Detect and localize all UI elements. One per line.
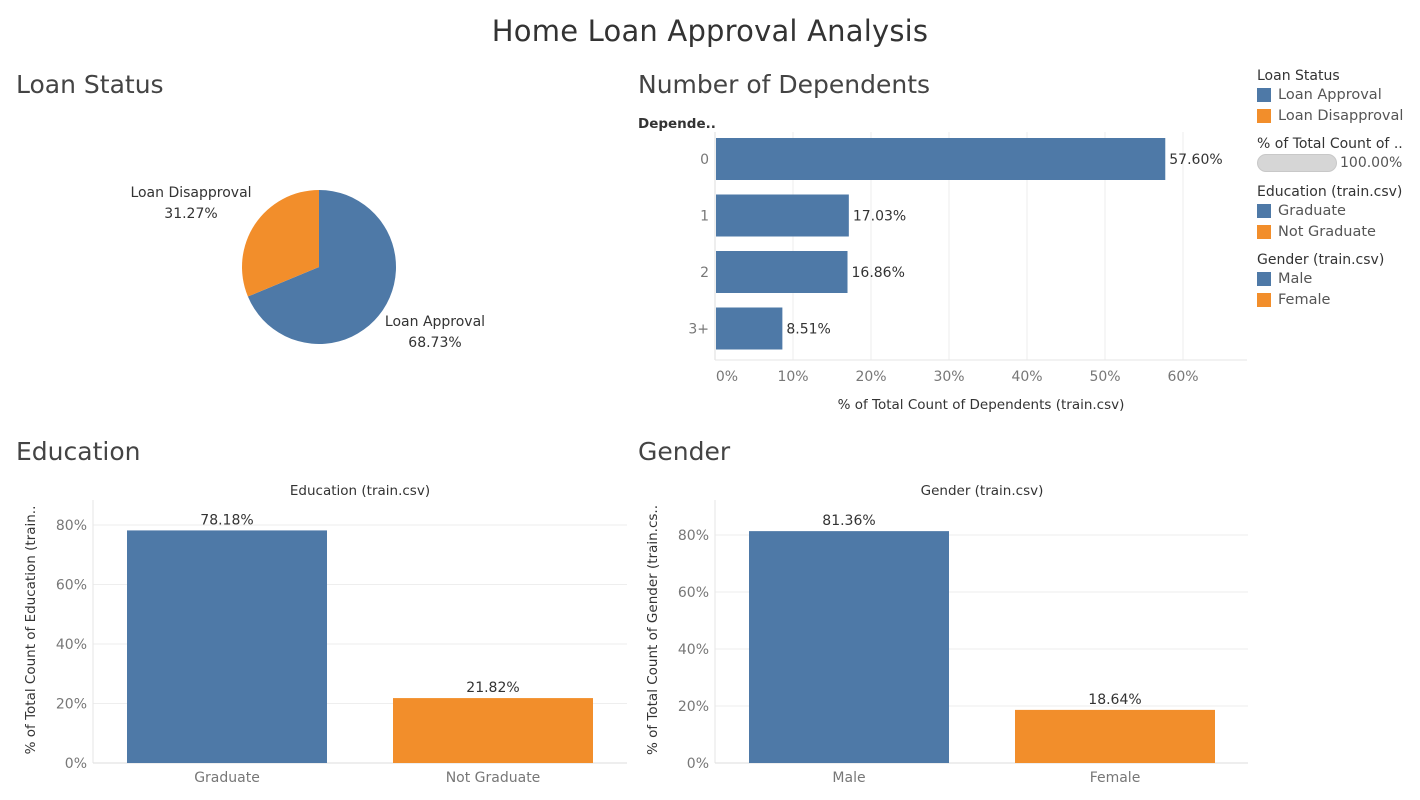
x-tick-label: Female (1090, 770, 1141, 786)
legend-label: Female (1278, 291, 1331, 308)
legend-loan-status: Loan Status Loan Approval Loan Disapprov… (1257, 68, 1417, 126)
y-tick-label: 40% (678, 642, 709, 658)
y-tick-label: 0% (687, 756, 709, 772)
legend-swatch-orange (1257, 108, 1271, 123)
range-value: 100.00% (1340, 155, 1403, 171)
y-tick-label: 0% (65, 756, 87, 772)
legend-item-female[interactable]: Female (1257, 289, 1417, 310)
legend-education: Education (train.csv) Graduate Not Gradu… (1257, 184, 1417, 242)
gender-title: Gender (638, 437, 731, 466)
y-axis-title: % of Total Count of Gender (train.cs.. (645, 505, 661, 755)
legend-pct-total: % of Total Count of .. 100.00% (1257, 136, 1417, 174)
legend-item-loan-approval[interactable]: Loan Approval (1257, 84, 1417, 105)
legend-label: Male (1278, 270, 1313, 287)
row-header: Depende.. (638, 116, 716, 132)
legend-label: Not Graduate (1278, 223, 1376, 240)
pie-category-label: Loan Disapproval (130, 185, 251, 201)
bar-value-label: 18.64% (1088, 692, 1141, 708)
y-tick-label: 20% (678, 699, 709, 715)
legend-swatch-orange (1257, 224, 1271, 239)
y-tick-label: 0 (700, 152, 709, 168)
dashboard-title: Home Loan Approval Analysis (491, 14, 929, 48)
pie-value-label: 68.73% (408, 335, 461, 351)
legend-swatch-orange (1257, 292, 1271, 307)
range-bar (1257, 154, 1337, 172)
bar-value-label: 57.60% (1169, 152, 1222, 168)
y-tick-label: 80% (678, 528, 709, 544)
legend-item-male[interactable]: Male (1257, 268, 1417, 289)
legend-pct-total-title: % of Total Count of .. (1257, 136, 1403, 152)
bar-dependents-2 (716, 251, 848, 293)
pie-value-label: 31.27% (164, 206, 217, 222)
legend-item-loan-disapproval[interactable]: Loan Disapproval (1257, 105, 1417, 126)
education-bar-graduate (127, 530, 327, 763)
bar-value-label: 78.18% (200, 512, 253, 528)
bar-dependents-0 (716, 138, 1166, 180)
y-tick-label: 2 (700, 265, 709, 281)
legend-label: Loan Disapproval (1278, 107, 1404, 124)
x-tick-label: 30% (933, 369, 964, 385)
legend-label: Graduate (1278, 202, 1346, 219)
bar-value-label: 8.51% (786, 322, 830, 338)
x-tick-label: Not Graduate (446, 770, 541, 786)
legend-swatch-blue (1257, 203, 1271, 218)
bar-dependents-3+ (716, 307, 783, 350)
loan-status-title: Loan Status (16, 70, 164, 99)
bar-value-label: 16.86% (852, 265, 905, 281)
bar-value-label: 81.36% (822, 513, 875, 529)
legend-gender: Gender (train.csv) Male Female (1257, 252, 1417, 310)
x-tick-label: Male (832, 770, 865, 786)
legend-range: 100.00% (1257, 152, 1417, 174)
bar-value-label: 21.82% (466, 680, 519, 696)
y-tick-label: 3+ (688, 322, 709, 338)
legend-item-not-graduate[interactable]: Not Graduate (1257, 221, 1417, 242)
education-title: Education (16, 437, 141, 466)
pie-slice-loan-disapproval (241, 190, 319, 297)
y-tick-label: 40% (56, 637, 87, 653)
gender-bar-female (1015, 709, 1215, 763)
x-tick-label: 20% (855, 369, 886, 385)
y-tick-label: 1 (700, 209, 709, 225)
legend-item-graduate[interactable]: Graduate (1257, 200, 1417, 221)
y-tick-label: 60% (678, 585, 709, 601)
x-axis-title: % of Total Count of Dependents (train.cs… (838, 397, 1125, 413)
x-tick-label: 60% (1167, 369, 1198, 385)
dependents-title: Number of Dependents (638, 70, 931, 99)
education-bar-not-graduate (393, 698, 593, 763)
column-header: Gender (train.csv) (921, 483, 1044, 499)
x-tick-label: 0% (716, 369, 738, 385)
y-axis-title: % of Total Count of Education (train.. (23, 506, 39, 755)
legend-loan-status-title: Loan Status (1257, 68, 1340, 84)
pie-slice-loan-approval (247, 190, 396, 344)
legend-education-title: Education (train.csv) (1257, 184, 1403, 200)
y-tick-label: 60% (56, 578, 87, 594)
x-tick-label: 40% (1011, 369, 1042, 385)
legend-gender-title: Gender (train.csv) (1257, 252, 1385, 268)
legend-panel: Loan Status Loan Approval Loan Disapprov… (1257, 66, 1417, 320)
legend-label: Loan Approval (1278, 86, 1382, 103)
pie-category-label: Loan Approval (385, 314, 485, 330)
y-tick-label: 80% (56, 518, 87, 534)
x-tick-label: 50% (1089, 369, 1120, 385)
column-header: Education (train.csv) (290, 483, 430, 499)
x-tick-label: Graduate (194, 770, 260, 786)
bar-value-label: 17.03% (853, 209, 906, 225)
bar-dependents-1 (716, 194, 849, 237)
gender-bar-male (749, 531, 949, 763)
legend-swatch-blue (1257, 271, 1271, 286)
y-tick-label: 20% (56, 697, 87, 713)
legend-swatch-blue (1257, 87, 1271, 102)
x-tick-label: 10% (777, 369, 808, 385)
